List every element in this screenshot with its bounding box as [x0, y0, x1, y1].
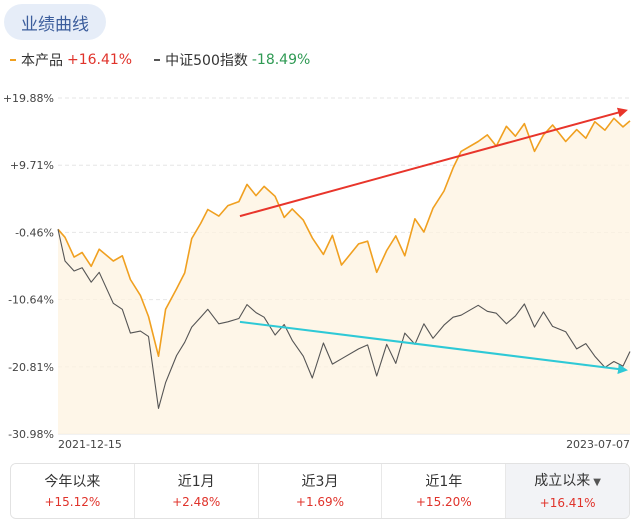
y-tick-label: -0.46%: [15, 226, 54, 239]
tab-3m-label: 近3月: [301, 474, 339, 490]
y-tick-label: -10.64%: [8, 294, 54, 307]
tab-since-inception-value: +16.41%: [539, 496, 596, 510]
tab-1m[interactable]: 近1月 +2.48%: [134, 464, 259, 518]
tab-ytd-label: 今年以来: [44, 474, 101, 490]
trend-arrow-down: [239, 320, 628, 375]
period-tabs: 今年以来 +15.12% 近1月 +2.48% 近3月 +1.69% 近1年 +…: [10, 463, 630, 519]
tab-since-inception-label: 成立以来: [534, 473, 591, 489]
series-line-product: [57, 117, 631, 357]
tab-1m-value: +2.48%: [172, 495, 221, 509]
section-title-badge: 业绩曲线: [4, 4, 106, 40]
tab-since-inception[interactable]: 成立以来 ▼ +16.41%: [506, 464, 629, 518]
y-tick-label: -30.98%: [8, 428, 54, 441]
tab-ytd[interactable]: 今年以来 +15.12%: [11, 464, 135, 518]
trend-arrow-up: [239, 107, 628, 218]
x-tick-label-end: 2023-07-07: [566, 438, 630, 451]
y-tick-label: +9.71%: [10, 159, 54, 172]
tab-ytd-value: +15.12%: [44, 495, 101, 509]
y-tick-label: -20.81%: [8, 361, 54, 374]
chevron-down-icon: ▼: [593, 477, 601, 488]
legend-item-product: 本产品 +16.41%: [10, 50, 132, 70]
tab-3m-value: +1.69%: [295, 495, 345, 509]
section-title: 业绩曲线: [21, 14, 89, 35]
tab-3m[interactable]: 近3月 +1.69%: [258, 464, 383, 518]
performance-chart: +19.88% +9.71% -0.46% -10.64% -20.81% -30.98%…: [3, 92, 631, 451]
chart-legend: 本产品 +16.41% 中证500指数 -18.49%: [10, 50, 332, 70]
legend-index-name: 中证500指数: [165, 53, 248, 69]
y-tick-label: +19.88%: [3, 92, 54, 105]
legend-item-index: 中证500指数 -18.49%: [154, 50, 310, 70]
legend-product-name: 本产品: [21, 53, 63, 69]
tab-1y-label: 近1年: [425, 474, 463, 490]
legend-index-value: -18.49%: [251, 52, 311, 68]
legend-product-value: +16.41%: [67, 52, 133, 68]
x-tick-label-start: 2021-12-15: [58, 438, 122, 451]
tab-since-inception-label-row: 成立以来 ▼: [534, 471, 601, 493]
tab-1m-label: 近1月: [177, 474, 215, 490]
legend-index-swatch: [154, 59, 161, 61]
series-area-product: [58, 118, 630, 435]
legend-product-swatch: [10, 59, 16, 61]
tab-1y[interactable]: 近1年 +15.20%: [382, 464, 507, 518]
tab-1y-value: +15.20%: [415, 495, 472, 509]
series-line-index: [57, 229, 631, 409]
